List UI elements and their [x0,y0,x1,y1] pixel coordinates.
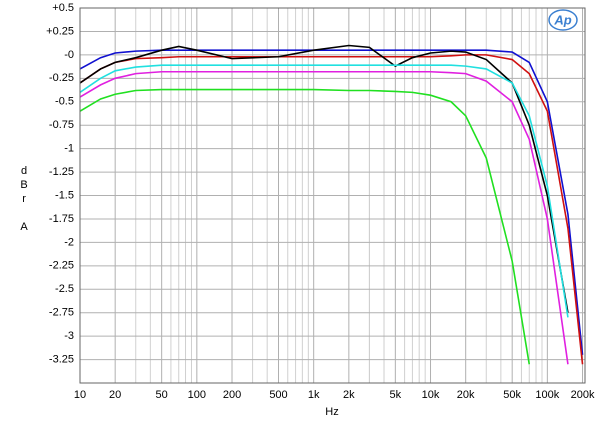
y-tick-label: -3.25 [49,353,74,365]
y-tick-label: -1.75 [49,213,74,225]
y-tick-label: -0.75 [49,119,74,131]
x-tick-label: 50k [503,389,521,401]
y-tick-label: -0.25 [49,72,74,84]
x-tick-label: 500 [269,389,287,401]
y-tick-label: +0.5 [52,2,74,14]
x-tick-label: 10 [74,389,86,401]
x-tick-label: 20k [457,389,475,401]
series-line [80,54,584,365]
series-line [80,88,531,365]
x-tick-label: 2k [343,389,355,401]
series-line [80,64,569,318]
x-tick-label: 10k [422,389,440,401]
logo-text: Ap [553,12,571,27]
series-line [80,44,569,313]
series-line [80,49,584,355]
y-tick-label: -3 [64,330,74,342]
y-tick-label: -1.5 [55,189,74,201]
x-tick-label: 200k [571,389,595,401]
plot-frame [79,7,586,384]
x-tick-label: 50 [156,389,168,401]
y-tick-label: -0.5 [55,96,74,108]
x-tick-label: 20 [109,389,121,401]
y-tick-label: -2 [64,236,74,248]
x-axis-label: Hz [325,406,338,418]
x-tick-label: 200 [223,389,241,401]
logo-ring [548,9,578,31]
x-tick-label: 100 [188,389,206,401]
x-tick-label: 5k [390,389,402,401]
x-tick-label: 100k [535,389,559,401]
y-tick-label: -2.25 [49,260,74,272]
y-tick-label: -1.25 [49,166,74,178]
x-tick-label: 1k [308,389,320,401]
y-tick-label: +0.25 [46,25,74,37]
series-line [80,70,569,365]
logo: Ap [548,9,578,31]
y-axis-label: dBr A [18,165,30,235]
y-tick-label: -2.5 [55,283,74,295]
y-tick-label: -2.75 [49,307,74,319]
y-tick-label: -1 [64,143,74,155]
y-tick-label: -0 [64,49,74,61]
